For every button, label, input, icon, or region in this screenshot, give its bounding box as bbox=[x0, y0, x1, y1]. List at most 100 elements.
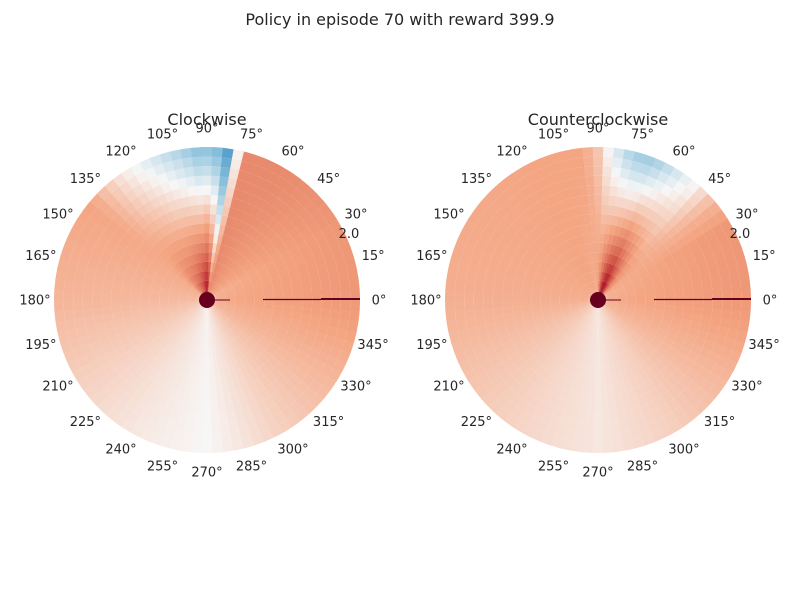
heatmap-cell bbox=[638, 239, 650, 251]
heatmap-cell bbox=[212, 233, 219, 244]
heatmap-cell bbox=[605, 288, 615, 295]
heatmap-cell bbox=[674, 299, 685, 306]
heatmap-cell bbox=[55, 268, 67, 282]
heatmap-cell bbox=[163, 277, 174, 285]
heatmap-cell bbox=[579, 294, 589, 299]
heatmap-cell bbox=[600, 175, 611, 186]
heatmap-cell bbox=[168, 220, 179, 232]
heatmap-cell bbox=[220, 354, 229, 365]
heatmap-cell bbox=[149, 432, 165, 446]
heatmap-cell bbox=[615, 342, 624, 354]
heatmap-cell bbox=[186, 334, 194, 345]
heatmap-cell bbox=[188, 293, 199, 298]
heatmap-cell bbox=[193, 365, 201, 377]
heatmap-cell bbox=[119, 335, 132, 346]
heatmap-cell bbox=[588, 385, 596, 396]
heatmap-cell bbox=[740, 308, 751, 322]
heatmap-cell bbox=[509, 220, 523, 234]
theta-tick-label: 90° bbox=[195, 122, 218, 137]
heatmap-cell bbox=[311, 298, 322, 308]
heatmap-cell bbox=[682, 311, 693, 320]
heatmap-cell bbox=[164, 317, 175, 326]
heatmap-cell bbox=[525, 340, 537, 352]
heatmap-cell bbox=[494, 271, 507, 282]
heatmap-cell bbox=[258, 338, 270, 350]
heatmap-cell bbox=[650, 272, 661, 281]
heatmap-cell bbox=[188, 301, 198, 306]
heatmap-cell bbox=[211, 423, 223, 434]
heatmap-cell bbox=[249, 154, 265, 168]
heatmap-cell bbox=[587, 307, 594, 317]
heatmap-cell bbox=[593, 338, 598, 348]
heatmap-cell bbox=[445, 300, 456, 313]
theta-tick-label: 330° bbox=[340, 380, 371, 395]
heatmap-cell bbox=[241, 280, 252, 287]
heatmap-cell bbox=[226, 319, 235, 329]
heatmap-cell bbox=[596, 338, 601, 348]
heatmap-cell bbox=[57, 257, 70, 272]
theta-tick-label: 90° bbox=[586, 122, 609, 137]
heatmap-cell bbox=[185, 185, 196, 197]
heatmap-cell bbox=[228, 420, 241, 432]
heatmap-cell bbox=[317, 322, 329, 335]
heatmap-cell bbox=[562, 309, 572, 316]
heatmap-cell bbox=[63, 280, 75, 293]
heatmap-cell bbox=[585, 194, 595, 206]
heatmap-cell bbox=[623, 349, 633, 361]
heatmap-cell bbox=[346, 266, 359, 281]
heatmap-cell bbox=[559, 269, 569, 278]
heatmap-cell bbox=[187, 314, 196, 323]
heatmap-cell bbox=[231, 188, 243, 200]
heatmap-cell bbox=[181, 246, 190, 258]
heatmap-cell bbox=[220, 147, 234, 159]
heatmap-cell bbox=[328, 270, 340, 283]
heatmap-cell bbox=[73, 281, 84, 293]
heatmap-cell bbox=[640, 154, 656, 168]
heatmap-cell bbox=[609, 314, 618, 323]
heatmap-cell bbox=[635, 374, 647, 386]
heatmap-cell bbox=[195, 356, 202, 367]
heatmap-cell bbox=[224, 352, 233, 364]
heatmap-cell bbox=[639, 382, 652, 395]
heatmap-cell bbox=[292, 305, 303, 314]
heatmap-cell bbox=[601, 166, 612, 177]
heatmap-cell bbox=[593, 204, 602, 215]
heatmap-cell bbox=[180, 331, 189, 342]
heatmap-cell bbox=[573, 225, 582, 237]
heatmap-cell bbox=[473, 291, 484, 302]
heatmap-cell bbox=[239, 317, 250, 326]
heatmap-cell bbox=[608, 264, 615, 275]
heatmap-cell bbox=[605, 214, 613, 225]
heatmap-cell bbox=[591, 357, 597, 367]
heatmap-cell bbox=[301, 284, 312, 294]
theta-tick-label: 150° bbox=[433, 208, 464, 223]
heatmap-cell bbox=[601, 147, 614, 158]
heatmap-cell bbox=[635, 225, 647, 237]
heatmap-cell bbox=[589, 318, 594, 328]
heatmap-cell bbox=[255, 263, 267, 274]
heatmap-cell bbox=[626, 347, 637, 358]
heatmap-cell bbox=[546, 336, 558, 347]
heatmap-cell bbox=[259, 212, 272, 225]
heatmap-cell bbox=[559, 220, 570, 232]
heatmap-cell bbox=[717, 324, 730, 337]
heatmap-cell bbox=[172, 311, 182, 319]
heatmap-cell bbox=[142, 335, 154, 346]
heatmap-cell bbox=[92, 292, 103, 302]
heatmap-cell bbox=[568, 273, 578, 282]
heatmap-cell bbox=[224, 236, 233, 247]
heatmap-cell bbox=[527, 264, 539, 274]
heatmap-cell bbox=[721, 307, 732, 319]
heatmap-cell bbox=[282, 254, 295, 265]
heatmap-cell bbox=[221, 440, 236, 453]
heatmap-cell bbox=[213, 327, 220, 338]
heatmap-cell bbox=[211, 308, 217, 318]
heatmap-cell bbox=[150, 330, 161, 340]
theta-tick-label: 270° bbox=[191, 466, 222, 481]
heatmap-cell bbox=[626, 230, 637, 243]
heatmap-cell bbox=[344, 256, 357, 271]
heatmap-cell bbox=[114, 361, 128, 375]
heatmap-cell bbox=[689, 318, 702, 329]
heatmap-cell bbox=[344, 328, 357, 343]
